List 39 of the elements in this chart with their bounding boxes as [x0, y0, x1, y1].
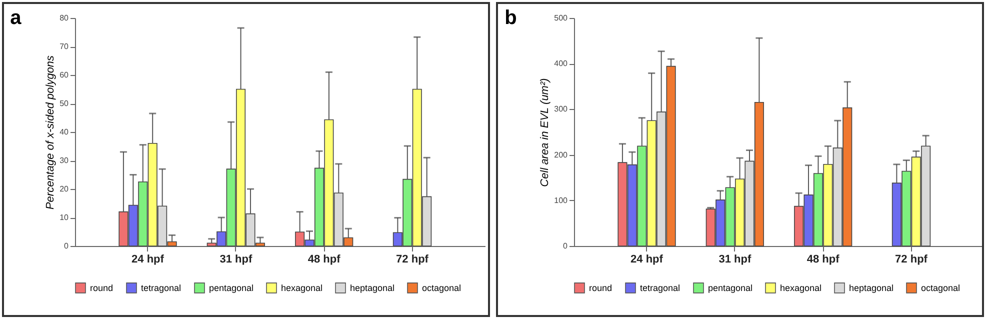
legend-label: octagonal [921, 282, 960, 293]
y-tick-label: 30 [60, 156, 70, 165]
y-axis-title: Percentage of x-sided polygons [44, 54, 57, 210]
y-tick-label: 10 [60, 213, 70, 222]
y-tick-label: 0 [563, 242, 568, 250]
x-tick-label: 72 hpf [895, 254, 928, 266]
y-tick-label: 70 [60, 42, 70, 51]
x-tick-label: 24 hpf [630, 254, 664, 266]
y-tick-label: 60 [60, 70, 70, 80]
x-tick-label: 31 hpf [718, 254, 752, 266]
legend-label: round [589, 282, 612, 293]
legend-label: hexagonal [281, 282, 323, 293]
x-tick-label: 48 hpf [806, 254, 840, 266]
x-tick-label: 31 hpf [220, 254, 252, 266]
y-tick-label: 50 [60, 99, 70, 108]
y-tick-label: 500 [554, 14, 568, 22]
y-tick-label: 100 [554, 196, 568, 205]
legend-label: heptagonal [849, 282, 894, 293]
chart-title: a [10, 7, 22, 29]
y-tick-label: 80 [60, 14, 70, 22]
y-tick-label: 200 [554, 150, 568, 160]
y-tick-label: 400 [554, 59, 568, 68]
legend-label: tetragonal [141, 282, 182, 293]
legend-label: pentagonal [708, 282, 753, 293]
x-tick-label: 72 hpf [396, 254, 429, 266]
legend-label: hexagonal [780, 282, 822, 293]
legend-label: round [90, 282, 114, 293]
x-tick-label: 24 hpf [132, 254, 164, 266]
y-axis-title: Cell area in EVL (um²) [539, 78, 552, 187]
y-tick-label: 20 [60, 184, 70, 194]
legend-label: heptagonal [350, 282, 395, 293]
legend-label: tetragonal [640, 282, 680, 293]
y-tick-label: 0 [64, 242, 70, 250]
y-tick-label: 300 [554, 104, 568, 114]
x-tick-label: 48 hpf [308, 254, 341, 266]
legend-label: pentagonal [209, 282, 254, 293]
y-tick-label: 40 [60, 128, 70, 136]
chart-title: b [504, 7, 517, 29]
legend-label: octagonal [422, 282, 462, 293]
